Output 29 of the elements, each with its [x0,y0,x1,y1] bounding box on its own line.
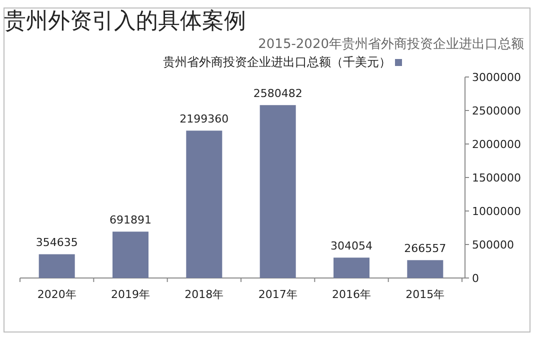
贵州省外商投资企业进出口总额（千美元）: 354635 691891 2199360 2580482 304054 266557 [36,87,446,278]
y-tick-label: 3000000 [472,71,521,84]
y-tick-label: 500000 [472,238,514,252]
x-tick-label: 2015年 [406,288,445,301]
chart-subtitle: 2015-2020年贵州省外商投资企业进出口总额 [258,37,524,52]
y-tick-label: 2500000 [472,104,521,118]
bar [38,254,75,278]
data-label: 354635 [36,236,78,250]
x-tick-label: 2019年 [111,288,150,301]
y-tick-label: 2000000 [472,138,521,151]
x-tick-label: 2020年 [37,288,76,301]
bar [260,105,296,278]
y-tick-label: 1500000 [472,172,521,184]
legend-label: 贵州省外商投资企业进出口总额（千美元） [163,55,391,69]
data-label: 266557 [404,242,446,256]
y-tick-label: 0 [472,272,479,285]
x-tick-label: 2018年 [184,288,224,301]
data-label: 2580482 [253,87,302,100]
bar [186,130,222,278]
bar [334,258,370,278]
x-tick-label: 2016年 [332,288,371,301]
data-label: 691891 [110,214,152,227]
data-label: 304054 [330,240,372,253]
x-tick-label: 2017年 [258,288,298,301]
y-tick-label: 1000000 [472,205,521,218]
chart-title: 贵州外资引入的具体案例 [4,9,246,34]
data-label: 2199360 [180,112,229,126]
bar [407,260,444,278]
bar [112,232,148,278]
